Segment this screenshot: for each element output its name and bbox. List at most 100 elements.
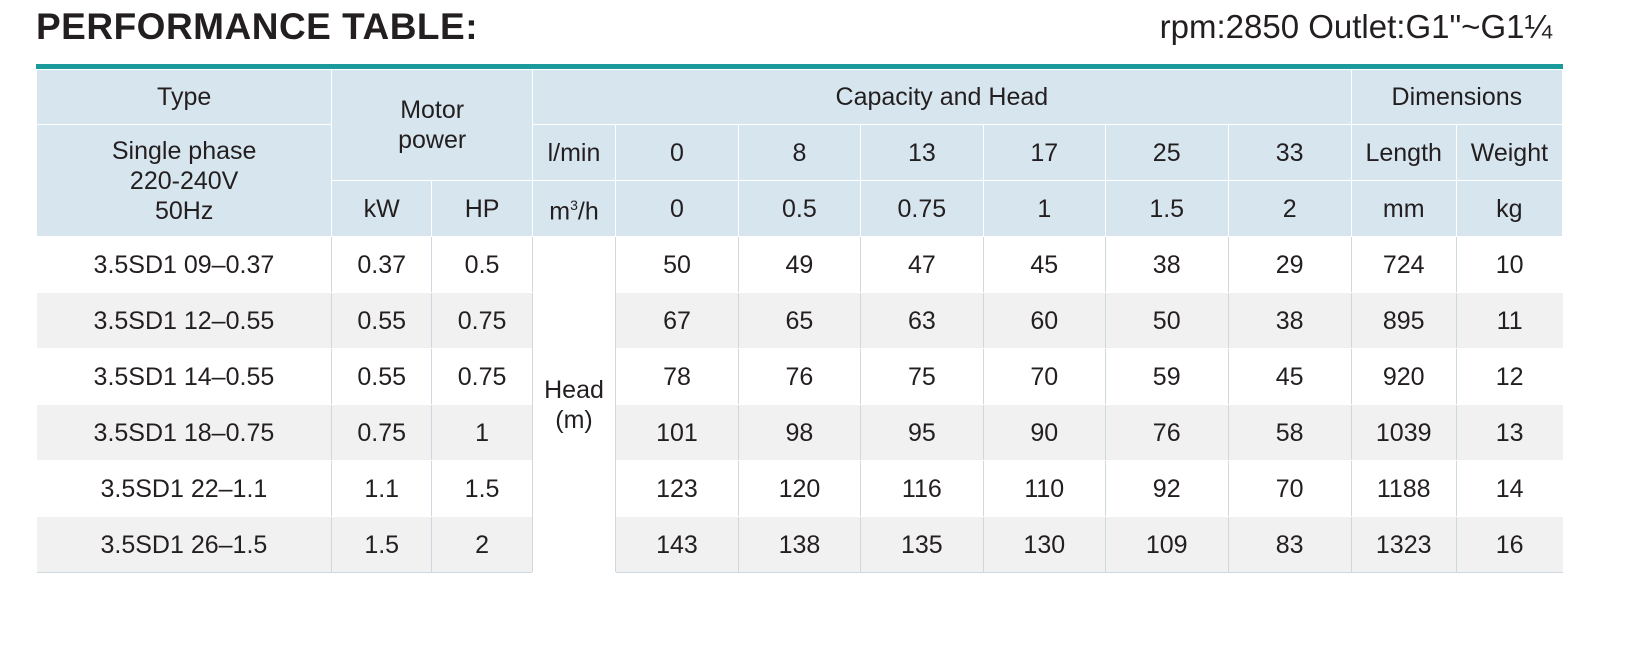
- phase-line: 50Hz: [154, 196, 214, 225]
- head-value-cell: 92: [1104, 460, 1229, 517]
- kw-cell: 0.75: [331, 404, 433, 461]
- type-cell: 3.5SD1 12–0.55: [36, 292, 333, 349]
- head-value-cell: 60: [982, 292, 1106, 349]
- hp-cell: 0.75: [431, 348, 533, 405]
- length-cell: 895: [1350, 292, 1457, 349]
- head-value-cell: 95: [859, 404, 984, 461]
- head-value-cell: 109: [1104, 516, 1229, 573]
- m3h-sup: 3: [570, 197, 578, 214]
- head-value-cell: 76: [1104, 404, 1229, 461]
- header-rule: [36, 64, 1563, 69]
- type-cell: 3.5SD1 18–0.75: [36, 404, 333, 461]
- type-cell: 3.5SD1 14–0.55: [36, 348, 333, 405]
- phase-line: 220-240V: [129, 166, 239, 195]
- head-value-cell: 70: [1227, 460, 1352, 517]
- head-value-cell: 50: [1104, 292, 1229, 349]
- table-row: 3.5SD1 09–0.37 0.37 0.5 Head (m) 50 49 47 45 38 29…: [36, 236, 1563, 573]
- head-value-cell: 63: [859, 292, 984, 349]
- head-label-line: Head: [544, 375, 604, 404]
- mm-unit: mm: [1350, 180, 1457, 237]
- type-cell: 3.5SD1 22–1.1: [36, 460, 333, 517]
- head-value-cell: 47: [859, 236, 984, 293]
- head-value-cell: 29: [1227, 236, 1352, 293]
- kw-cell: 1.1: [331, 460, 433, 517]
- head-value-cell: 45: [1227, 348, 1352, 405]
- type-cell: 3.5SD1 09–0.37: [36, 236, 333, 293]
- lmin-unit: l/min: [531, 124, 617, 181]
- head-value-cell: 116: [859, 460, 984, 517]
- hp-unit: HP: [431, 180, 533, 237]
- phase-header: Single phase 220-240V 50Hz: [35, 124, 333, 237]
- m3h-base: m: [549, 197, 571, 226]
- kw-cell: 0.37: [331, 236, 433, 293]
- head-value-cell: 135: [859, 516, 984, 573]
- motor-header-line: Motor: [400, 96, 465, 124]
- m3h-value: 2: [1227, 180, 1352, 237]
- length-cell: 920: [1350, 348, 1457, 405]
- length-cell: 1323: [1350, 516, 1457, 573]
- kg-unit: kg: [1455, 180, 1564, 237]
- table-row: 3.5SD1 12–0.55 0.55 0.75 67 65 63 60 50 38 895 11: [36, 292, 1563, 349]
- motor-header-line: power: [398, 126, 467, 154]
- type-cell: 3.5SD1 26–1.5: [36, 516, 333, 573]
- head-value-cell: 101: [615, 404, 739, 461]
- head-value-cell: 75: [859, 348, 984, 405]
- hp-cell: 0.5: [431, 236, 533, 293]
- hp-cell: 1.5: [431, 460, 533, 517]
- hp-cell: 1: [431, 404, 533, 461]
- kw-unit: kW: [331, 180, 433, 237]
- head-value-cell: 143: [615, 516, 739, 573]
- hp-cell: 0.75: [431, 292, 533, 349]
- lmin-value: 17: [982, 124, 1106, 181]
- weight-cell: 13: [1455, 404, 1563, 461]
- head-value-cell: 78: [615, 348, 739, 405]
- m3h-value: 1.5: [1104, 180, 1229, 237]
- head-value-cell: 49: [737, 236, 861, 293]
- head-value-cell: 58: [1227, 404, 1352, 461]
- weight-header: Weight: [1455, 124, 1564, 181]
- weight-cell: 16: [1455, 516, 1563, 573]
- m3h-value: 0.5: [737, 180, 861, 237]
- lmin-value: 13: [859, 124, 984, 181]
- head-value-cell: 130: [982, 516, 1106, 573]
- table-row: 3.5SD1 14–0.55 0.55 0.75 78 76 75 70 59 45 920 12: [36, 348, 1563, 405]
- lmin-value: 8: [737, 124, 861, 181]
- motor-power-header: Motor power: [331, 69, 533, 181]
- head-value-cell: 45: [982, 236, 1106, 293]
- head-label-cell: Head (m): [531, 236, 617, 573]
- head-value-cell: 70: [982, 348, 1106, 405]
- head-value-cell: 83: [1227, 516, 1352, 573]
- weight-cell: 10: [1455, 236, 1563, 293]
- phase-line: Single phase: [111, 136, 257, 165]
- spec-line: rpm:2850 Outlet:G1"~G1¼: [1159, 8, 1552, 45]
- head-value-cell: 59: [1104, 348, 1229, 405]
- table-row: 3.5SD1 18–0.75 0.75 1 101 98 95 90 76 58 1039 13: [36, 404, 1563, 461]
- length-header: Length: [1350, 124, 1457, 181]
- head-value-cell: 98: [737, 404, 861, 461]
- m3h-unit: m3/h: [531, 180, 617, 237]
- lmin-value: 25: [1104, 124, 1229, 181]
- capacity-head-header: Capacity and Head: [532, 69, 1352, 125]
- head-value-cell: 50: [615, 236, 739, 293]
- length-cell: 1188: [1350, 460, 1457, 517]
- weight-cell: 11: [1455, 292, 1563, 349]
- type-header: Type: [35, 69, 333, 125]
- m3h-tail: /h: [577, 197, 599, 226]
- head-value-cell: 123: [615, 460, 739, 517]
- kw-cell: 0.55: [331, 348, 433, 405]
- head-label-line: (m): [555, 405, 593, 434]
- length-cell: 1039: [1350, 404, 1457, 461]
- table-row: 3.5SD1 26–1.5 1.5 2 143 138 135 130 109 83 1323 16: [36, 516, 1563, 573]
- weight-cell: 12: [1455, 348, 1563, 405]
- head-value-cell: 67: [615, 292, 739, 349]
- m3h-value: 0: [615, 180, 739, 237]
- head-value-cell: 38: [1104, 236, 1229, 293]
- head-value-cell: 90: [982, 404, 1106, 461]
- lmin-value: 33: [1227, 124, 1352, 181]
- head-value-cell: 76: [737, 348, 861, 405]
- performance-table: Type Motor power Capacity and Head Dimen…: [35, 69, 1564, 573]
- m3h-value: 0.75: [859, 180, 984, 237]
- length-cell: 724: [1350, 236, 1457, 293]
- kw-cell: 1.5: [331, 516, 433, 573]
- head-value-cell: 38: [1227, 292, 1352, 349]
